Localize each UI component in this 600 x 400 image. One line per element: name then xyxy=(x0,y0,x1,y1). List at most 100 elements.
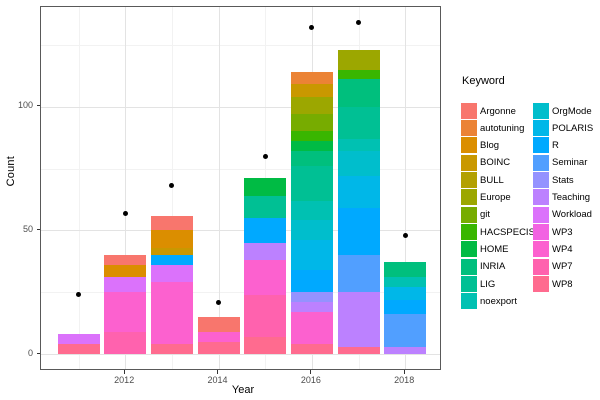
bar-segment xyxy=(290,114,333,132)
data-point xyxy=(122,210,128,216)
legend: Keyword Argonne autotuning Blog BOINC BULL Eu… xyxy=(461,75,599,310)
bar-segment xyxy=(244,195,287,218)
x-tick-label: 2012 xyxy=(114,375,135,385)
legend-label: WP4 xyxy=(552,244,573,256)
x-axis-title: Year xyxy=(231,384,255,396)
bar-segment xyxy=(384,287,427,300)
legend-label: HACSPECIS xyxy=(480,226,535,238)
legend-label: BOINC xyxy=(480,157,511,169)
bar-segment xyxy=(290,302,333,312)
bar-segment xyxy=(104,277,147,293)
bar-segment xyxy=(150,282,193,345)
bar-segment xyxy=(104,264,147,278)
bar-segment xyxy=(337,346,380,354)
legend-label: Seminar xyxy=(552,157,588,169)
legend-swatch xyxy=(461,206,477,223)
legend-swatch xyxy=(533,137,549,154)
legend-swatch xyxy=(461,102,477,119)
plot-panel xyxy=(40,6,441,370)
bar-segment xyxy=(384,277,427,288)
bar-segment xyxy=(337,151,380,176)
data-point xyxy=(216,299,222,305)
legend-label: noexport xyxy=(480,296,517,308)
x-axis-tick xyxy=(310,370,312,374)
legend-swatch xyxy=(533,275,549,292)
y-tick-label: 0 xyxy=(27,347,33,358)
legend-label: WP3 xyxy=(552,226,573,238)
legend-label: Teaching xyxy=(552,192,591,204)
x-axis-tick xyxy=(403,370,405,374)
bar-segment xyxy=(150,215,193,231)
bar-segment xyxy=(337,106,380,139)
y-axis-tick xyxy=(36,228,40,230)
bar-segment xyxy=(337,49,380,70)
legend-label: OrgMode xyxy=(552,105,592,117)
legend-swatch xyxy=(533,206,549,223)
legend-title: Keyword xyxy=(462,75,505,87)
gridline-y-major xyxy=(41,230,440,232)
legend-label: WP8 xyxy=(552,278,573,290)
x-tick-label: 2014 xyxy=(207,375,228,385)
bar-segment xyxy=(290,141,333,152)
y-axis-tick xyxy=(36,352,40,354)
bar-segment xyxy=(290,269,333,293)
bar-segment xyxy=(197,316,240,332)
bar-segment xyxy=(244,336,287,354)
bar-segment xyxy=(150,264,193,283)
bar-segment xyxy=(290,220,333,241)
bar-segment xyxy=(197,331,240,342)
legend-swatch xyxy=(461,223,477,240)
bar-segment xyxy=(337,79,380,107)
bar-segment xyxy=(244,217,287,243)
legend-swatch xyxy=(533,119,549,136)
legend-swatch xyxy=(461,171,477,188)
legend-label: HOME xyxy=(480,244,509,256)
data-point xyxy=(356,20,362,26)
legend-label: LIG xyxy=(480,278,496,290)
legend-label: Europe xyxy=(480,192,511,204)
bar-segment xyxy=(290,96,333,115)
bar-segment xyxy=(290,311,333,345)
gridline-x-major xyxy=(218,7,220,369)
legend-swatch xyxy=(533,241,549,258)
legend-label: WP7 xyxy=(552,261,573,273)
bar-segment xyxy=(337,208,380,256)
bar-segment xyxy=(337,69,380,80)
bar-segment xyxy=(150,344,193,354)
data-point xyxy=(76,292,82,298)
legend-label: POLARIS xyxy=(552,122,594,134)
bar-segment xyxy=(104,292,147,332)
bar-segment xyxy=(384,346,427,354)
bar-segment xyxy=(290,131,333,142)
bar-segment xyxy=(150,255,193,265)
bar-segment xyxy=(290,72,333,85)
bar-segment xyxy=(290,84,333,97)
legend-swatch xyxy=(461,275,477,292)
gridline-y-minor xyxy=(41,44,440,46)
gridline-y-minor xyxy=(41,292,440,294)
legend-swatch xyxy=(533,258,549,275)
data-point xyxy=(169,183,175,189)
x-tick-label: 2018 xyxy=(394,375,415,385)
legend-swatch xyxy=(461,189,477,206)
legend-label: Argonne xyxy=(480,105,516,117)
legend-swatch xyxy=(533,223,549,240)
legend-swatch xyxy=(533,189,549,206)
bar-segment xyxy=(290,292,333,303)
bar-segment xyxy=(290,151,333,167)
bar-segment xyxy=(150,230,193,248)
bar-segment xyxy=(337,255,380,293)
bar-segment xyxy=(57,344,100,354)
legend-swatch xyxy=(461,137,477,154)
legend-label: Workload xyxy=(552,209,592,221)
legend-swatch xyxy=(461,241,477,258)
bar-segment xyxy=(104,331,147,354)
legend-label: Blog xyxy=(480,140,500,152)
bar-segment xyxy=(384,314,427,347)
bar-segment xyxy=(290,166,333,201)
legend-label: git xyxy=(480,209,491,221)
gridline-x-major xyxy=(405,7,407,369)
legend-swatch xyxy=(533,154,549,171)
gridline-x-minor xyxy=(171,7,173,369)
